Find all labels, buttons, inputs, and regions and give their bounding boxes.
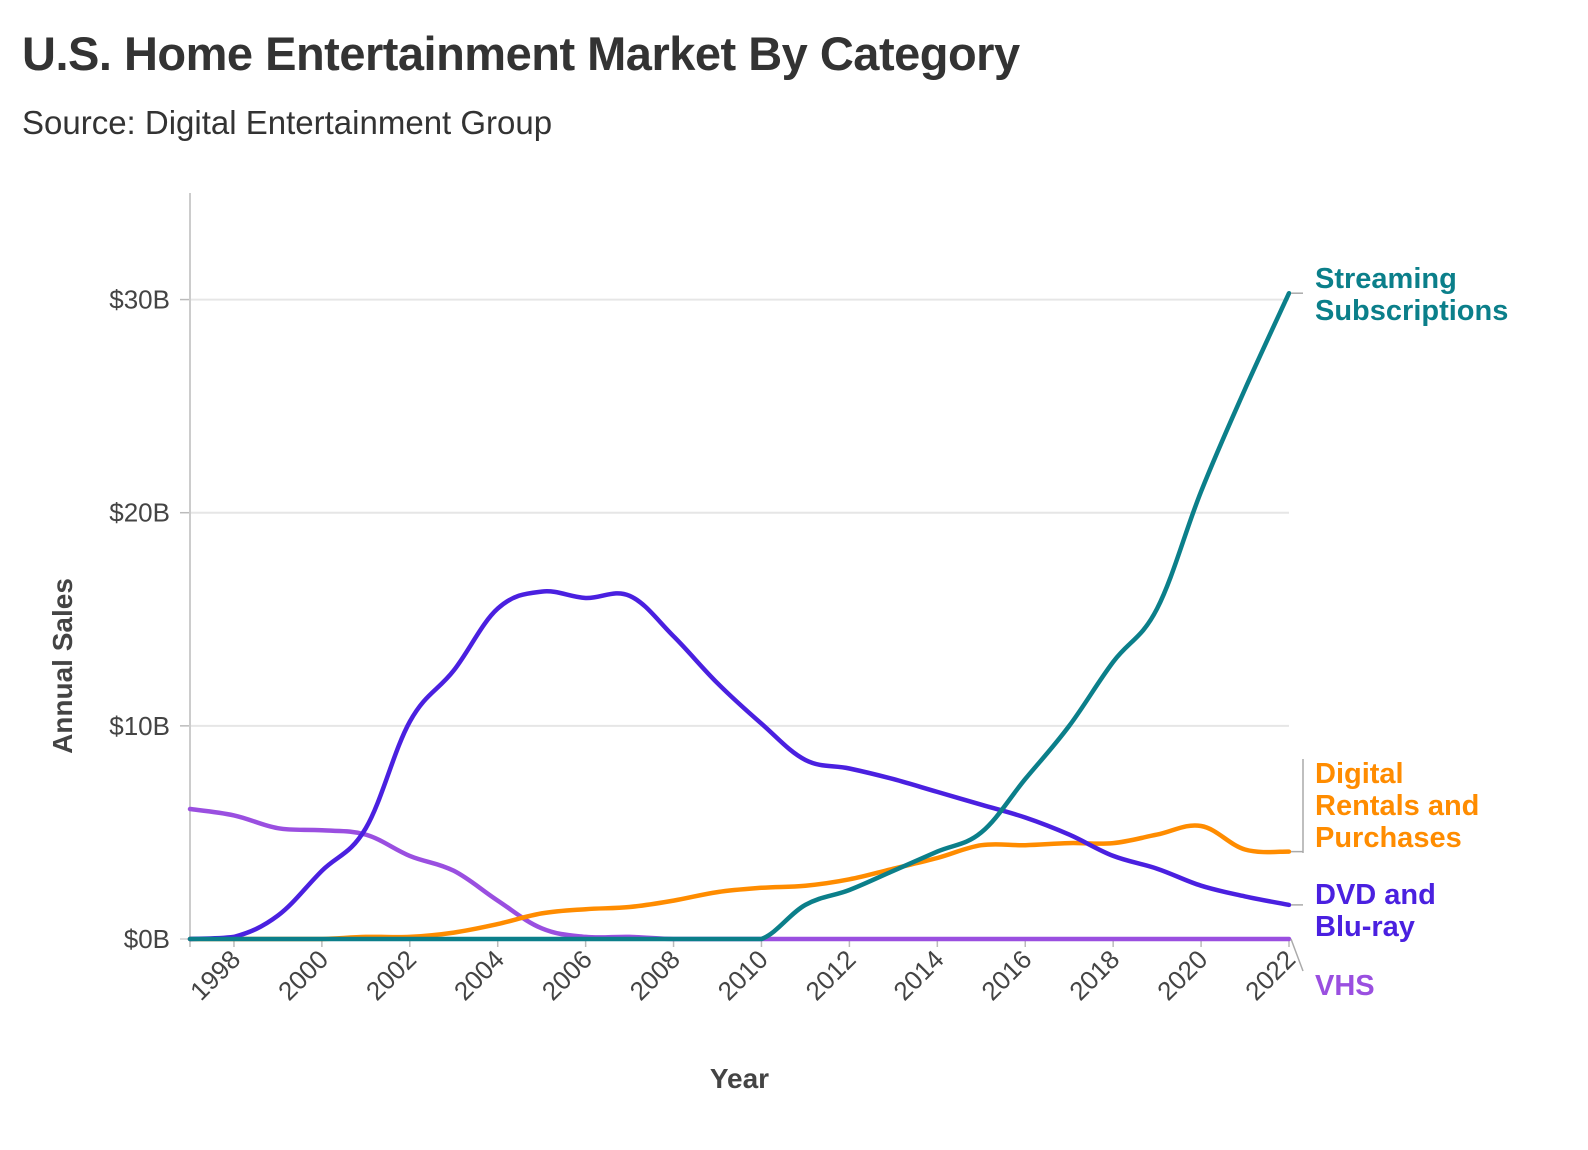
y-tick-label: $30B	[109, 285, 170, 315]
x-tick-label: 2004	[448, 944, 510, 1006]
y-axis-title: Annual Sales	[47, 578, 78, 754]
series-label-line: DVD and	[1315, 879, 1436, 911]
axes: $0B $10B $20B $30B 1998 2000 2002 2004 2006 2008 2…	[47, 193, 1301, 1094]
series-label-line: Streaming	[1315, 263, 1457, 295]
x-tick-label: 2020	[1151, 944, 1213, 1006]
x-tick-label: 2000	[272, 944, 334, 1006]
series-labels: Streaming Subscriptions Digital Rentals and…	[1290, 263, 1508, 1002]
x-tick-label: 2002	[360, 944, 422, 1006]
x-tick-label: 2012	[800, 944, 862, 1006]
series-label-line: VHS	[1315, 970, 1375, 1002]
series-line-dvd-and-blu-ray	[187, 589, 1292, 942]
series-label-vhs: VHS	[1315, 970, 1375, 1002]
x-tick-label: 2010	[712, 944, 774, 1006]
gridlines	[190, 298, 1289, 727]
series-label-digital-rentals-and-purchases: Digital Rentals and Purchases	[1315, 758, 1479, 854]
x-tick-label: 2018	[1063, 944, 1125, 1006]
series-label-line: Rentals and	[1315, 790, 1479, 822]
x-tick-label: 2014	[887, 944, 949, 1006]
series-label-line: Subscriptions	[1315, 295, 1508, 327]
x-tick-label: 2016	[975, 944, 1037, 1006]
y-tick-label: $10B	[109, 711, 170, 741]
series-label-line: Purchases	[1315, 822, 1462, 854]
x-tick-label: 2022	[1239, 944, 1301, 1006]
series-label-dvd-and-blu-ray: DVD and Blu-ray	[1315, 879, 1436, 943]
series-line-streaming-subscriptions	[187, 290, 1292, 942]
chart-title: U.S. Home Entertainment Market By Catego…	[22, 27, 1020, 80]
x-tick-label: 2008	[624, 944, 686, 1006]
x-axis-title: Year	[710, 1063, 769, 1094]
series-label-streaming-subscriptions: Streaming Subscriptions	[1315, 263, 1508, 327]
x-tick-label: 1998	[184, 944, 246, 1006]
x-tick-label: 2006	[536, 944, 598, 1006]
chart-subtitle: Source: Digital Entertainment Group	[22, 104, 553, 141]
label-connector-digital-rentals-and-purchases	[1291, 759, 1304, 853]
series-line-vhs	[187, 806, 1292, 942]
y-tick-label: $20B	[109, 498, 170, 528]
series-lines	[187, 290, 1292, 942]
series-label-line: Blu-ray	[1315, 911, 1415, 943]
label-connector-vhs	[1290, 938, 1304, 972]
y-tick-label: $0B	[124, 924, 170, 954]
series-label-line: Digital	[1315, 758, 1404, 790]
